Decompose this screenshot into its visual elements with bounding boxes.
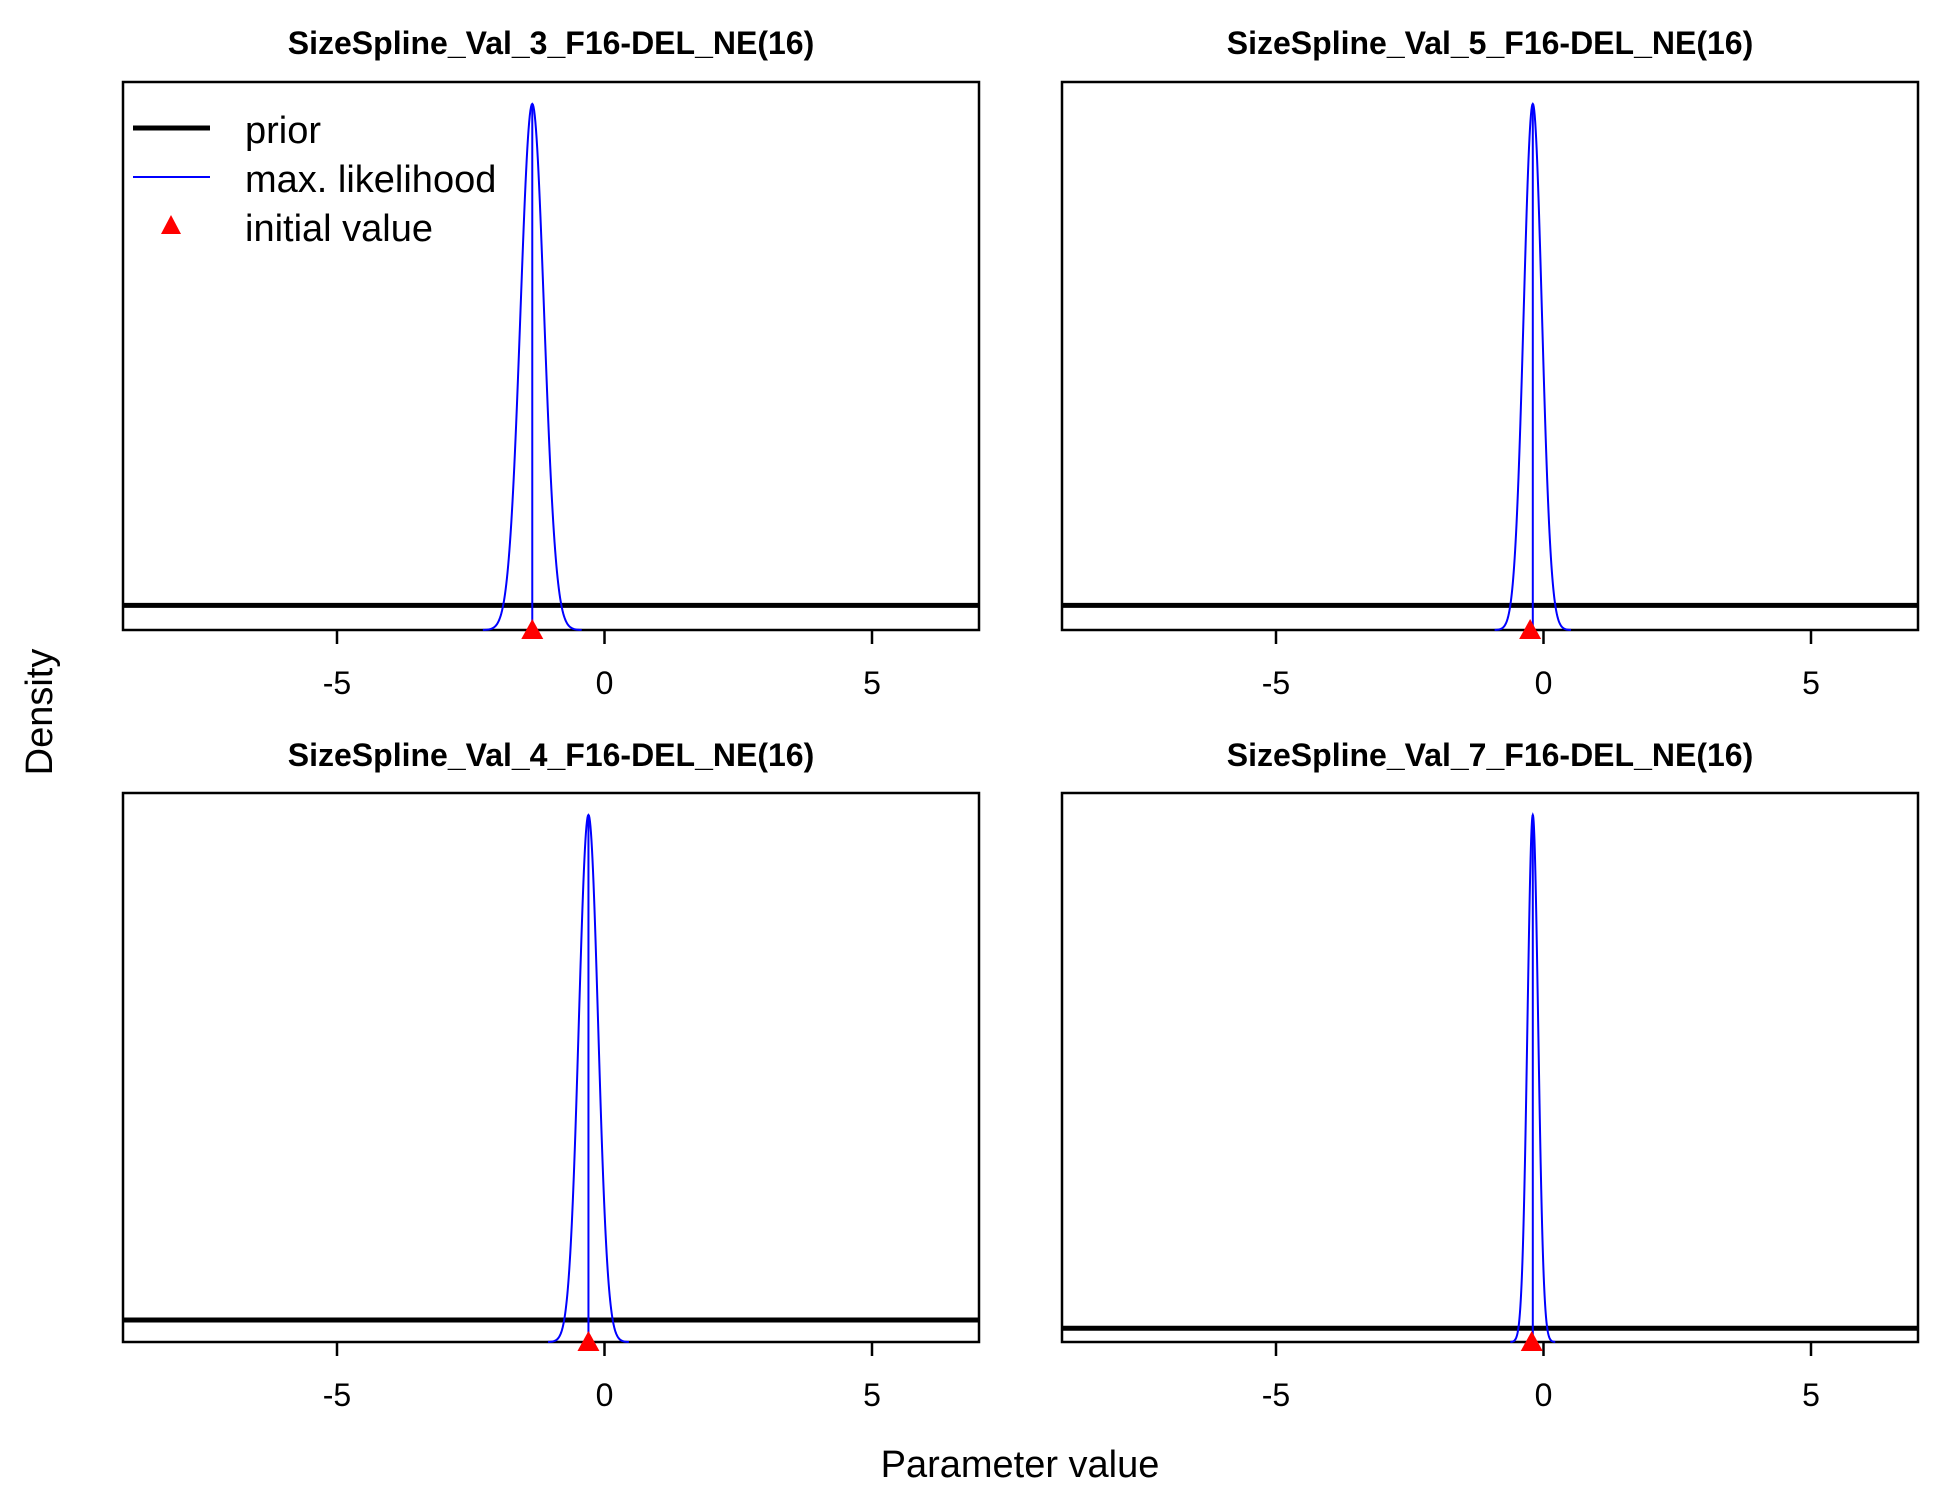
legend: prior max. likelihood initial value [133, 110, 496, 250]
x-tick-label: 5 [1802, 665, 1820, 701]
panel-title: SizeSpline_Val_3_F16-DEL_NE(16) [288, 25, 814, 61]
x-tick-label: -5 [1262, 665, 1290, 701]
plot-frame [121, 80, 981, 632]
x-tick-label: 5 [863, 1377, 881, 1413]
chart-panel-1: SizeSpline_Val_3_F16-DEL_NE(16) -5 0 5 [121, 25, 981, 701]
legend-label: initial value [245, 208, 433, 250]
x-tick-label: -5 [323, 1377, 351, 1413]
y-axis-title: Density [19, 649, 61, 776]
initial-value-marker [521, 619, 544, 639]
initial-value-marker [1520, 1331, 1543, 1351]
x-axis-title: Parameter value [881, 1444, 1160, 1486]
legend-swatch [161, 215, 181, 234]
panel-title: SizeSpline_Val_4_F16-DEL_NE(16) [288, 737, 814, 773]
x-tick-label: 5 [1802, 1377, 1820, 1413]
plot-frame [1060, 791, 1920, 1344]
initial-value-marker [1519, 619, 1542, 639]
x-tick-label: 0 [596, 1377, 614, 1413]
x-tick-label: -5 [323, 665, 351, 701]
x-tick-label: 0 [1535, 665, 1553, 701]
panel-title: SizeSpline_Val_5_F16-DEL_NE(16) [1227, 25, 1753, 61]
legend-label: max. likelihood [245, 159, 496, 201]
plot-frame [1060, 80, 1920, 632]
legend-entry-1: prior [133, 110, 321, 152]
chart-panel-3: SizeSpline_Val_4_F16-DEL_NE(16) -5 0 5 [121, 737, 981, 1413]
chart-panel-2: SizeSpline_Val_5_F16-DEL_NE(16) -5 0 5 [1060, 25, 1920, 701]
initial-value-marker [577, 1331, 600, 1351]
legend-label: prior [245, 110, 321, 152]
plot-frame [121, 791, 981, 1344]
x-tick-label: 5 [863, 665, 881, 701]
chart-panel-4: SizeSpline_Val_7_F16-DEL_NE(16) -5 0 5 [1060, 737, 1920, 1413]
panels: SizeSpline_Val_3_F16-DEL_NE(16)-5 0 5SizeS… [121, 25, 1920, 1413]
x-tick-label: -5 [1262, 1377, 1290, 1413]
x-tick-label: 0 [1535, 1377, 1553, 1413]
legend-entry-3: initial value [161, 208, 433, 250]
legend-entry-2: max. likelihood [133, 159, 496, 201]
panel-title: SizeSpline_Val_7_F16-DEL_NE(16) [1227, 737, 1753, 773]
x-tick-label: 0 [596, 665, 614, 701]
